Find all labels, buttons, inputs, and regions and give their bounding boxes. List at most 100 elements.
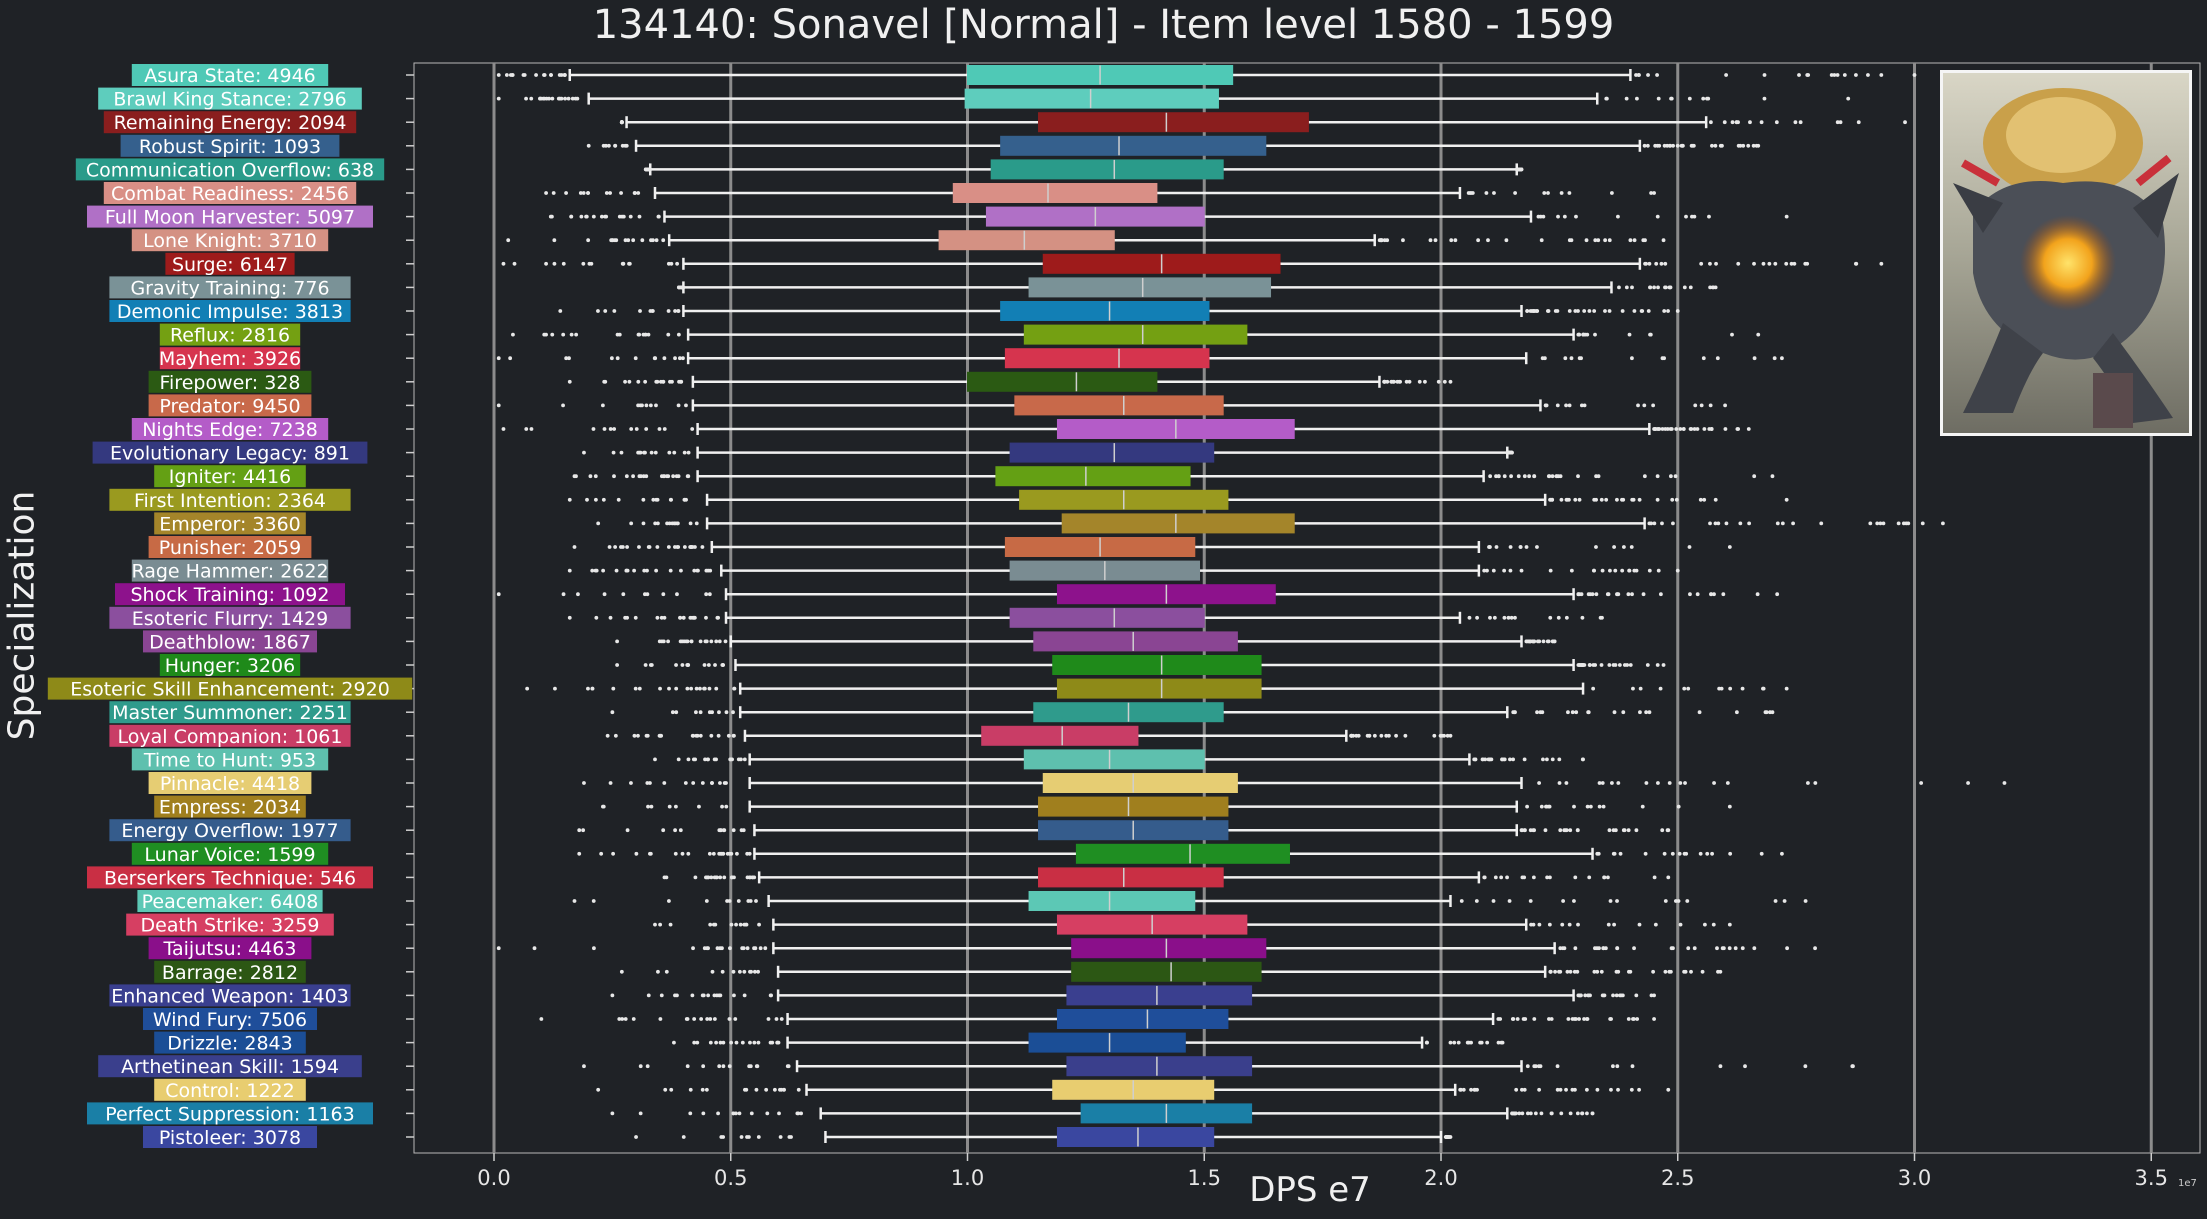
outlier-point [561,403,565,408]
outlier-point [677,356,682,361]
outlier-point [1763,710,1768,715]
outlier-point [1616,214,1620,219]
outlier-point [1832,73,1837,77]
outlier-point [712,757,717,762]
outlier-point [1656,285,1660,290]
outlier-point [496,73,501,77]
outlier-point [669,1087,674,1092]
outlier-point [1615,497,1619,502]
outlier-point [653,757,657,762]
outlier-point [723,639,728,644]
outlier-point [1647,710,1652,715]
outlier-point [1524,545,1529,549]
outlier-point [1482,568,1487,573]
outlier-point [1645,143,1650,148]
box [1028,1032,1186,1053]
outlier-point [673,993,677,998]
outlier-point [1673,899,1678,903]
outlier-point [1793,120,1798,125]
box [938,230,1115,251]
outlier-point [1461,1087,1466,1092]
outlier-point [1500,1040,1505,1045]
outlier-point [567,568,572,573]
outlier-point [1585,1111,1589,1116]
outlier-point [1518,545,1523,549]
y-label-background [159,654,301,676]
outlier-point [1547,1017,1551,1021]
outlier-point [1706,96,1711,101]
outlier-point [1558,946,1563,951]
outlier-point [602,379,607,384]
outlier-point [1469,1087,1473,1092]
outlier-point [1570,1017,1575,1021]
outlier-point [707,851,712,856]
outlier-point [704,568,709,573]
outlier-point [656,969,660,974]
outlier-point [724,804,729,809]
outlier-point [1709,427,1714,431]
outlier-point [1743,1064,1747,1069]
outlier-point [1448,1135,1453,1139]
y-tick-label: Punisher: 2059 [159,537,301,559]
outlier-point [1653,143,1658,148]
outlier-point [1588,592,1593,597]
x-tick-label: 3.0 [1898,1166,1931,1190]
outlier-point [733,1017,738,1021]
box [981,725,1139,746]
outlier-point [707,710,712,715]
outlier-point [1502,568,1507,573]
outlier-point [582,781,586,785]
outlier-point [770,1040,775,1045]
outlier-point [701,1064,706,1069]
outlier-point [1645,663,1650,667]
outlier-point [691,781,696,785]
outlier-point [633,615,638,620]
outlier-point [727,1064,732,1069]
outlier-point [643,663,648,667]
outlier-point [1682,969,1687,974]
outlier-point [1629,545,1634,549]
outlier-point [685,686,690,691]
outlier-point [1671,521,1675,526]
outlier-point [1878,521,1883,526]
outlier-point [1631,1017,1636,1021]
outlier-point [1903,120,1907,125]
outlier-point [1941,521,1945,526]
outlier-point [615,663,620,667]
outlier-point [613,733,618,738]
outlier-point [1567,238,1572,243]
box [1075,843,1290,864]
outlier-point [1567,309,1572,313]
outlier-point [1789,261,1794,266]
y-label-background [154,1078,306,1101]
outlier-point [631,1017,636,1021]
outlier-point [720,851,725,856]
outlier-point [1581,757,1585,762]
outlier-point [700,781,705,785]
outlier-point [706,757,710,762]
outlier-point [637,686,642,691]
outlier-point [1615,899,1619,903]
outlier-point [1660,427,1665,431]
outlier-point [1644,261,1648,266]
outlier-point [1404,379,1409,384]
y-tick-label: Peacemaker: 6408 [142,891,319,913]
outlier-point [1573,1087,1577,1092]
outlier-point [651,238,655,243]
outlier-point [525,686,530,691]
outlier-point [704,1087,709,1092]
outlier-point [1428,238,1433,243]
outlier-point [1666,1087,1671,1092]
outlier-point [586,143,591,148]
box [1056,678,1262,699]
outlier-point [698,733,703,738]
outlier-point [1835,73,1840,77]
outlier-point [1784,214,1789,219]
outlier-point [653,450,658,455]
y-tick-label: Arthetinean Skill: 1594 [121,1056,339,1078]
outlier-point [1879,261,1884,266]
outlier-point [1577,993,1582,998]
outlier-point [602,427,607,431]
outlier-point [1555,309,1560,313]
outlier-point [632,733,637,738]
